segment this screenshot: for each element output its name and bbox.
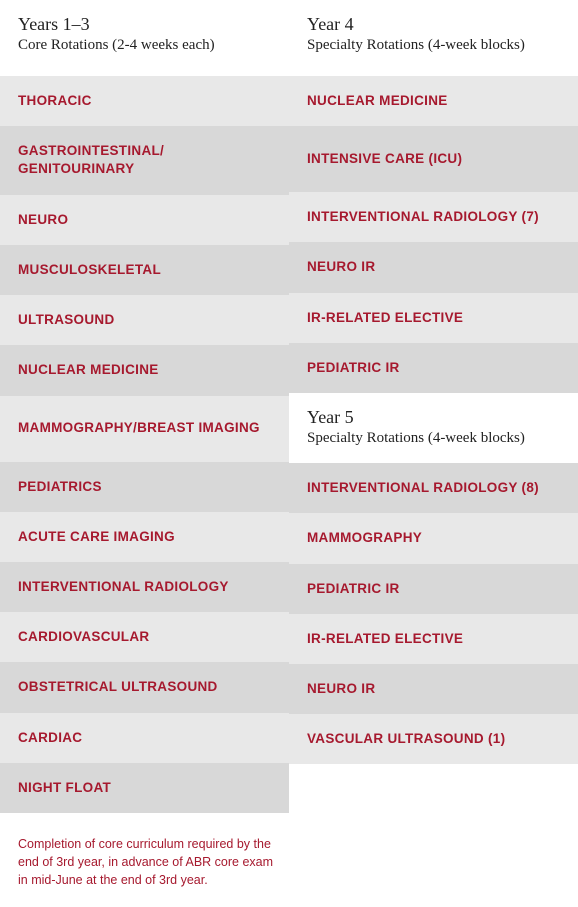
rotation-label: CARDIOVASCULAR (18, 628, 149, 646)
header-subtitle: Specialty Rotations (4-week blocks) (307, 37, 560, 54)
rotation-item: CARDIAC (0, 713, 289, 763)
rotation-label: GASTROINTESTINAL/ GENITOURINARY (18, 142, 271, 178)
rotation-label: NEURO (18, 211, 68, 229)
right-column: Year 4 Specialty Rotations (4-week block… (289, 0, 578, 813)
rotation-item: NUCLEAR MEDICINE (0, 345, 289, 395)
rotation-item: CARDIOVASCULAR (0, 612, 289, 662)
rotation-item: IR-RELATED ELECTIVE (289, 614, 578, 664)
rotation-item: IR-RELATED ELECTIVE (289, 293, 578, 343)
rotation-label: INTERVENTIONAL RADIOLOGY (18, 578, 229, 596)
rotation-item: OBSTETRICAL ULTRASOUND (0, 662, 289, 712)
footnote: Completion of core curriculum required b… (0, 813, 300, 907)
rotation-label: PEDIATRIC IR (307, 359, 400, 377)
rotation-item: VASCULAR ULTRASOUND (1) (289, 714, 578, 764)
rotation-item: PEDIATRIC IR (289, 564, 578, 614)
header-years-1-3: Years 1–3 Core Rotations (2-4 weeks each… (0, 0, 289, 76)
rotation-label: NEURO IR (307, 258, 375, 276)
rotation-item: NIGHT FLOAT (0, 763, 289, 813)
rotation-item: MAMMOGRAPHY (289, 513, 578, 563)
rotation-label: IR-RELATED ELECTIVE (307, 630, 463, 648)
rotation-label: ACUTE CARE IMAGING (18, 528, 175, 546)
rotation-item: MAMMOGRAPHY/BREAST IMAGING (0, 396, 289, 462)
rotation-label: THORACIC (18, 92, 92, 110)
rotation-item: PEDIATRIC IR (289, 343, 578, 393)
header-year-5: Year 5 Specialty Rotations (4-week block… (289, 393, 578, 463)
rotation-item: NEURO (0, 195, 289, 245)
rotation-item: THORACIC (0, 76, 289, 126)
header-title: Years 1–3 (18, 14, 271, 35)
rotation-label: NEURO IR (307, 680, 375, 698)
rotation-label: INTERVENTIONAL RADIOLOGY (7) (307, 208, 539, 226)
header-title: Year 5 (307, 407, 560, 428)
rotation-label: PEDIATRICS (18, 478, 102, 496)
rotation-label: IR-RELATED ELECTIVE (307, 309, 463, 327)
rotation-label: MAMMOGRAPHY/BREAST IMAGING (18, 419, 260, 437)
rotation-label: MAMMOGRAPHY (307, 529, 422, 547)
curriculum-table: Years 1–3 Core Rotations (2-4 weeks each… (0, 0, 578, 813)
rotation-label: NIGHT FLOAT (18, 779, 111, 797)
rotation-label: INTERVENTIONAL RADIOLOGY (8) (307, 479, 539, 497)
rotation-item: NEURO IR (289, 242, 578, 292)
rotation-item: INTERVENTIONAL RADIOLOGY (7) (289, 192, 578, 242)
rotation-item: INTERVENTIONAL RADIOLOGY (0, 562, 289, 612)
header-subtitle: Core Rotations (2-4 weeks each) (18, 37, 271, 54)
rotation-item: NUCLEAR MEDICINE (289, 76, 578, 126)
rotation-item: NEURO IR (289, 664, 578, 714)
rotation-item: GASTROINTESTINAL/ GENITOURINARY (0, 126, 289, 194)
rotation-item: ULTRASOUND (0, 295, 289, 345)
rotation-item: INTENSIVE CARE (ICU) (289, 126, 578, 192)
rotation-item: MUSCULOSKELETAL (0, 245, 289, 295)
rotation-item: ACUTE CARE IMAGING (0, 512, 289, 562)
rotation-label: MUSCULOSKELETAL (18, 261, 161, 279)
rotation-label: VASCULAR ULTRASOUND (1) (307, 730, 505, 748)
rotation-label: NUCLEAR MEDICINE (18, 361, 159, 379)
header-year-4: Year 4 Specialty Rotations (4-week block… (289, 0, 578, 76)
rotation-item: PEDIATRICS (0, 462, 289, 512)
rotation-label: NUCLEAR MEDICINE (307, 92, 448, 110)
left-column: Years 1–3 Core Rotations (2-4 weeks each… (0, 0, 289, 813)
rotation-label: CARDIAC (18, 729, 82, 747)
rotation-label: ULTRASOUND (18, 311, 115, 329)
rotation-label: INTENSIVE CARE (ICU) (307, 150, 462, 168)
rotation-item: INTERVENTIONAL RADIOLOGY (8) (289, 463, 578, 513)
header-title: Year 4 (307, 14, 560, 35)
rotation-label: OBSTETRICAL ULTRASOUND (18, 678, 218, 696)
header-subtitle: Specialty Rotations (4-week blocks) (307, 430, 560, 447)
rotation-label: PEDIATRIC IR (307, 580, 400, 598)
